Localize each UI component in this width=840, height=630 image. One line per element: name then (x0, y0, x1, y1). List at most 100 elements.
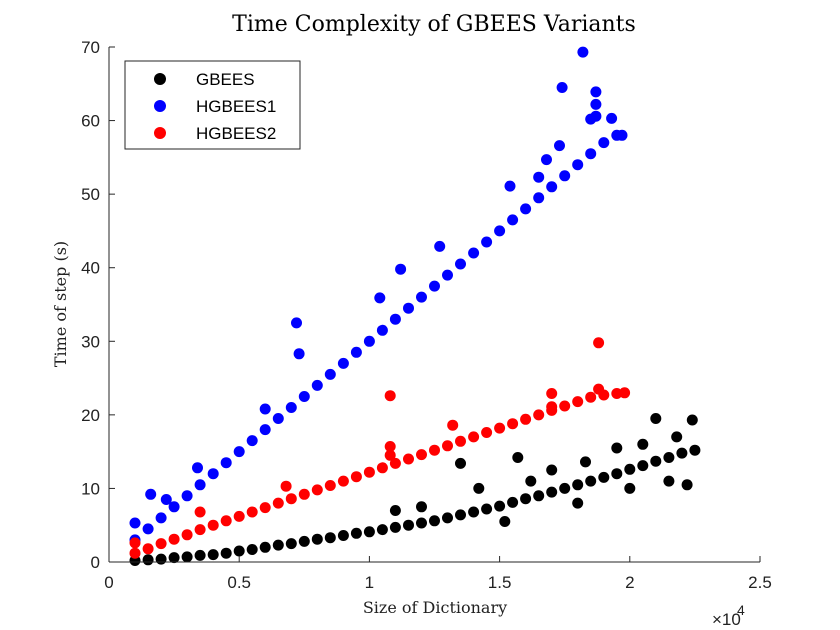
data-point (512, 452, 524, 463)
data-point (533, 192, 545, 204)
legend-label: HGBEES1 (196, 97, 276, 116)
data-point (389, 457, 401, 469)
data-point (429, 515, 440, 527)
data-point (389, 313, 401, 325)
data-point (580, 456, 591, 468)
data-point (350, 346, 362, 358)
data-point (494, 500, 506, 512)
data-point (259, 541, 271, 553)
data-point (194, 549, 206, 561)
data-point (520, 413, 532, 425)
x-ticks: 0 0.5 1 1.5 2 2.5 (104, 556, 772, 592)
data-point (416, 291, 427, 303)
data-point (233, 446, 245, 458)
data-point (384, 390, 396, 402)
data-point (533, 171, 545, 183)
data-point (298, 391, 310, 402)
data-point (416, 501, 427, 513)
data-point (546, 486, 558, 498)
data-point (145, 488, 157, 500)
data-point (384, 441, 396, 452)
chart-title: Time Complexity of GBEES Variants (232, 12, 636, 37)
data-point (207, 468, 219, 480)
data-point (363, 526, 375, 538)
data-point (481, 503, 493, 515)
data-point (233, 545, 245, 557)
data-point (572, 159, 584, 171)
data-point (311, 484, 323, 496)
data-point (324, 368, 336, 380)
data-point (363, 335, 375, 347)
data-point (220, 547, 232, 559)
data-point (350, 527, 362, 539)
data-point (481, 427, 493, 438)
data-point (363, 466, 375, 478)
y-tick-label: 50 (81, 185, 100, 204)
data-point (194, 524, 206, 536)
data-point (637, 460, 649, 472)
data-point (455, 435, 466, 447)
data-point (129, 537, 141, 549)
series-hgbees2 (129, 337, 631, 559)
data-point (455, 258, 466, 270)
data-point (129, 547, 141, 559)
y-tick-label: 20 (81, 406, 100, 425)
data-point (559, 400, 571, 412)
x-tick-label: 0.5 (227, 573, 251, 592)
data-point (468, 506, 480, 518)
data-point (395, 263, 407, 275)
data-point (585, 148, 597, 160)
data-point (434, 240, 446, 252)
data-point (129, 517, 141, 529)
data-point (207, 549, 219, 561)
data-point (650, 413, 662, 424)
data-point (585, 475, 597, 487)
data-point (389, 521, 401, 533)
data-point (611, 442, 623, 454)
data-point (447, 419, 459, 431)
data-point (272, 539, 284, 551)
data-point (499, 516, 511, 527)
data-point (533, 490, 545, 502)
data-point (220, 457, 232, 469)
data-point (598, 471, 610, 483)
legend-marker (154, 100, 166, 112)
data-point (429, 280, 440, 292)
data-point (350, 471, 362, 483)
data-point (403, 519, 414, 531)
data-point (585, 391, 597, 403)
data-point (473, 482, 485, 494)
x-exponent: ×10 4 (712, 602, 745, 629)
data-point (455, 509, 466, 521)
data-point (376, 524, 388, 536)
data-point (468, 431, 480, 443)
data-point (376, 324, 388, 336)
data-point (590, 98, 602, 110)
data-point (374, 292, 386, 304)
data-point (285, 402, 297, 413)
data-point (246, 544, 258, 555)
data-point (259, 424, 271, 436)
data-point (572, 479, 584, 491)
data-point (272, 497, 284, 509)
data-point (507, 214, 519, 226)
data-point (155, 553, 167, 565)
x-tick-label: 0 (104, 573, 113, 592)
data-point (442, 440, 453, 452)
data-point (619, 387, 631, 399)
data-point (611, 468, 623, 480)
data-point (181, 529, 193, 541)
data-point (337, 475, 349, 487)
data-point (593, 337, 605, 349)
data-point (194, 479, 206, 491)
legend-label: HGBEES2 (196, 124, 276, 143)
data-point (507, 496, 519, 508)
data-point (577, 46, 589, 58)
data-point (598, 137, 610, 149)
data-point (376, 462, 388, 474)
data-point (285, 538, 297, 550)
data-point (181, 551, 193, 563)
y-tick-label: 30 (81, 332, 100, 351)
data-point (590, 110, 602, 122)
